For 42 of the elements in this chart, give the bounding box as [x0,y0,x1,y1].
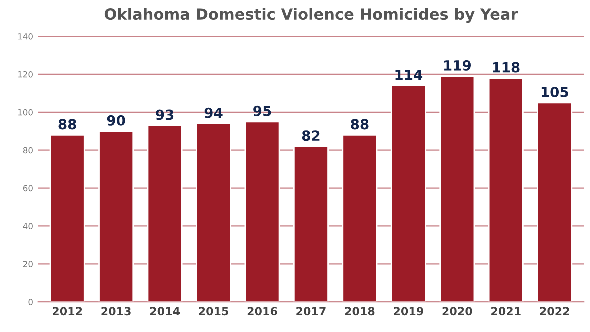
bar [196,123,232,302]
y-tick-label: 140 [18,34,33,40]
bar [537,102,573,302]
bar [342,134,378,302]
x-tick-label: 2016 [248,307,278,316]
x-tick-label: 2022 [540,307,570,316]
data-label: 94 [204,108,223,118]
x-tick-label: 2012 [53,307,82,316]
data-label: 105 [542,86,568,98]
y-tick-label: 120 [18,71,33,78]
y-tick-label: 40 [23,223,33,230]
chart-title: Oklahoma Domestic Violence Homicides by Year [104,8,518,24]
x-tick-label: 2021 [492,307,521,316]
x-tick-label: 2015 [199,307,228,316]
x-tick-label: 2018 [345,307,375,316]
bar [293,146,329,302]
data-label: 118 [493,62,520,73]
x-tick-label: 2014 [150,307,180,316]
y-tick-label: 20 [23,261,33,268]
data-label: 90 [107,115,126,126]
bar [98,130,134,302]
data-label: 119 [444,60,472,71]
y-tick-label: 60 [23,185,33,192]
y-tick-label: 100 [18,109,33,116]
bar [50,134,86,302]
data-label: 114 [396,70,423,80]
bar [147,124,183,302]
data-label: 88 [58,119,76,130]
x-tick-label: 2019 [394,307,424,316]
bar [244,121,280,302]
bar [440,76,476,302]
bar [488,78,524,302]
x-tick-label: 2013 [102,307,131,316]
data-label: 93 [156,110,174,120]
bar [390,85,426,302]
x-tick-label: 2017 [296,307,326,316]
data-label: 82 [302,130,320,142]
y-tick-label: 0 [28,299,33,306]
data-label: 95 [254,106,272,116]
y-tick-label: 80 [23,147,33,154]
data-label: 88 [351,119,369,130]
x-tick-label: 2020 [442,307,472,316]
